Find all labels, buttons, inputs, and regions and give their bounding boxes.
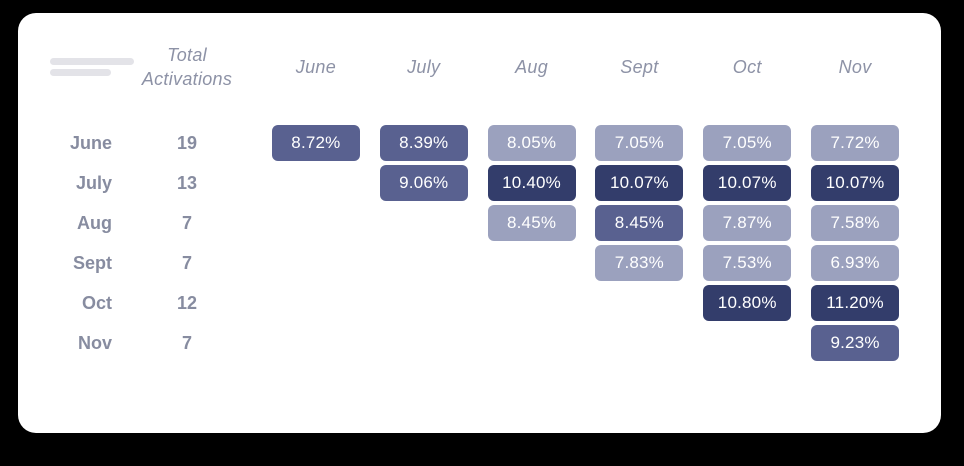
- heatmap-cell-aug-aug[interactable]: 8.45%: [487, 205, 576, 241]
- cell-slot: 8.05%: [478, 125, 586, 161]
- column-header-aug: Aug: [515, 56, 549, 77]
- cell-slot: 7.05%: [586, 125, 694, 161]
- heatmap-cell-july-nov[interactable]: 10.07%: [811, 165, 900, 201]
- cohort-row-july: July 13 9.06% 10.40% 10.07% 10.07% 10.07%: [18, 163, 941, 203]
- row-label-june: June: [69, 132, 112, 153]
- cell-slot: 7.53%: [693, 245, 801, 281]
- heatmap-cell-july-july[interactable]: 9.06%: [379, 165, 468, 201]
- row-label-sept: Sept: [72, 252, 112, 273]
- skeleton-bar-bottom: [50, 69, 111, 76]
- cell-slot: 11.20%: [801, 285, 909, 321]
- cell-slot: 10.40%: [478, 165, 586, 201]
- cell-slot: 7.72%: [801, 125, 909, 161]
- cell-slot: 7.58%: [801, 205, 909, 241]
- cohort-row-june: June 19 8.72% 8.39% 8.05% 7.05% 7.05% 7.72%: [18, 123, 941, 163]
- cell-slot: 10.07%: [586, 165, 694, 201]
- cell-slot: 8.45%: [586, 205, 694, 241]
- cell-slot: 10.07%: [693, 165, 801, 201]
- row-total-activations: 7: [181, 332, 192, 353]
- heatmap-cell-sept-nov[interactable]: 6.93%: [811, 245, 900, 281]
- heatmap-cell-sept-sept[interactable]: 7.83%: [595, 245, 684, 281]
- total-activations-header: Total Activations: [141, 44, 233, 89]
- heatmap-cell-aug-sept[interactable]: 8.45%: [595, 205, 684, 241]
- row-total-activations: 19: [176, 132, 198, 153]
- column-header-july: July: [407, 56, 441, 77]
- row-label-july: July: [75, 172, 112, 193]
- cell-slot: 8.39%: [370, 125, 478, 161]
- cohort-rows: June 19 8.72% 8.39% 8.05% 7.05% 7.05% 7.72% July…: [18, 123, 941, 363]
- column-header-nov: Nov: [838, 56, 872, 77]
- cohort-activation-card: Total Activations June July Aug Sept Oct Nov …: [18, 13, 941, 433]
- cell-slot: 7.83%: [586, 245, 694, 281]
- heatmap-cell-june-oct[interactable]: 7.05%: [703, 125, 792, 161]
- heatmap-cell-oct-oct[interactable]: 10.80%: [703, 285, 792, 321]
- heatmap-cell-june-aug[interactable]: 8.05%: [487, 125, 576, 161]
- column-header-sept: Sept: [620, 56, 659, 77]
- cell-slot: 9.06%: [370, 165, 478, 201]
- skeleton-bar-top: [50, 58, 134, 65]
- heatmap-cell-nov-nov[interactable]: 9.23%: [811, 325, 900, 361]
- column-header-oct: Oct: [732, 56, 762, 77]
- row-label-aug: Aug: [77, 212, 112, 233]
- cell-slot: 7.87%: [693, 205, 801, 241]
- row-total-activations: 7: [181, 252, 192, 273]
- row-total-activations: 12: [176, 292, 198, 313]
- cell-slot: 9.23%: [801, 325, 909, 361]
- heatmap-cell-aug-oct[interactable]: 7.87%: [703, 205, 792, 241]
- row-total-activations: 7: [181, 212, 192, 233]
- column-header-june: June: [295, 56, 337, 77]
- cell-slot: 8.72%: [262, 125, 370, 161]
- heatmap-cell-oct-nov[interactable]: 11.20%: [811, 285, 900, 321]
- heatmap-cell-june-sept[interactable]: 7.05%: [595, 125, 684, 161]
- heatmap-cell-july-oct[interactable]: 10.07%: [703, 165, 792, 201]
- heatmap-cell-june-july[interactable]: 8.39%: [379, 125, 468, 161]
- heatmap-cell-june-nov[interactable]: 7.72%: [811, 125, 900, 161]
- cell-slot: 8.45%: [478, 205, 586, 241]
- cohort-row-nov: Nov 7 9.23%: [18, 323, 941, 363]
- cell-slot: 7.05%: [693, 125, 801, 161]
- cohort-row-aug: Aug 7 8.45% 8.45% 7.87% 7.58%: [18, 203, 941, 243]
- cell-slot: 10.07%: [801, 165, 909, 201]
- cell-slot: 10.80%: [693, 285, 801, 321]
- heatmap-cell-june-june[interactable]: 8.72%: [271, 125, 360, 161]
- cohort-row-sept: Sept 7 7.83% 7.53% 6.93%: [18, 243, 941, 283]
- cohort-row-oct: Oct 12 10.80% 11.20%: [18, 283, 941, 323]
- row-label-oct: Oct: [81, 292, 112, 313]
- cell-slot: 6.93%: [801, 245, 909, 281]
- menu-skeleton-icon: [50, 58, 134, 76]
- row-total-activations: 13: [176, 172, 198, 193]
- row-label-nov: Nov: [77, 332, 112, 353]
- heatmap-cell-july-aug[interactable]: 10.40%: [487, 165, 576, 201]
- heatmap-cell-july-sept[interactable]: 10.07%: [595, 165, 684, 201]
- heatmap-cell-aug-nov[interactable]: 7.58%: [811, 205, 900, 241]
- header-row: Total Activations June July Aug Sept Oct Nov: [18, 39, 941, 95]
- heatmap-cell-sept-oct[interactable]: 7.53%: [703, 245, 792, 281]
